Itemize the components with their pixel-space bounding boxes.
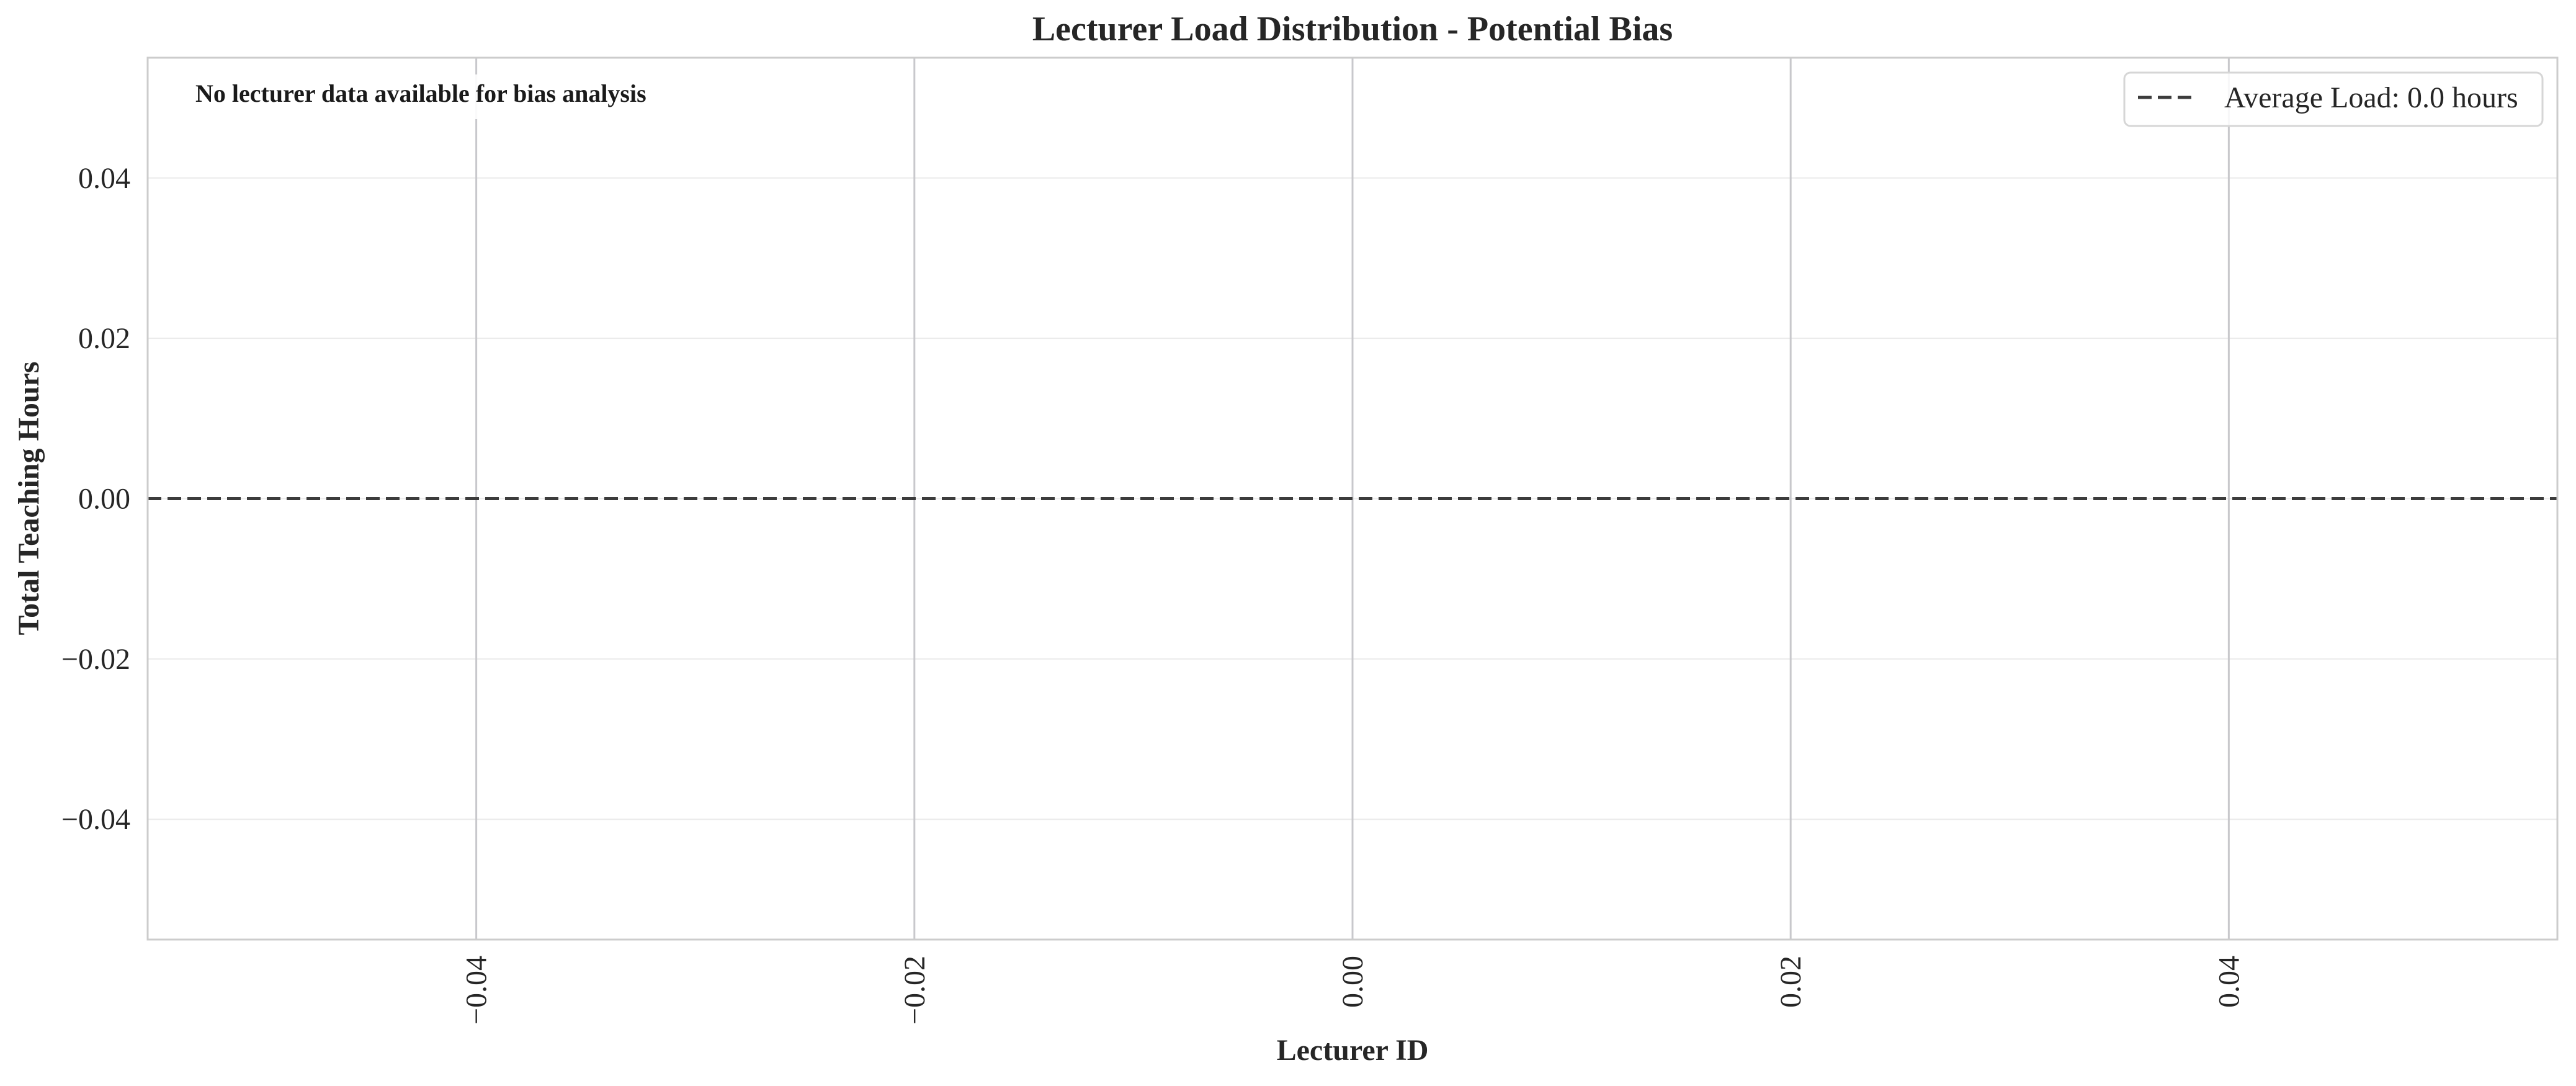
plot-area-frame [146, 56, 2559, 941]
x-axis-label: Lecturer ID [1277, 1034, 1429, 1067]
y-tick-label: 0.00 [78, 483, 130, 516]
y-tick-label: 0.02 [78, 322, 130, 355]
y-tick-label: −0.02 [61, 643, 130, 676]
legend-frame [2123, 71, 2544, 127]
x-tick-label: 0.02 [1774, 956, 1807, 1008]
y-tick-label: 0.04 [78, 162, 130, 195]
legend: Average Load: 0.0 hours [2123, 71, 2544, 127]
annotation-box: No lecturer data available for bias anal… [184, 74, 674, 119]
x-tick-label: −0.04 [460, 956, 493, 1025]
no-data-annotation: No lecturer data available for bias anal… [195, 79, 646, 107]
y-axis-ticks: 0.04 0.02 0.00 −0.02 −0.04 [61, 162, 130, 836]
y-axis-label: Total Teaching Hours [12, 361, 45, 635]
x-tick-label: 0.00 [1336, 956, 1369, 1008]
annotation-background [184, 74, 674, 119]
y-tick-label: −0.04 [61, 803, 130, 836]
x-tick-label: 0.04 [2212, 956, 2245, 1008]
chart-title: Lecturer Load Distribution - Potential B… [1032, 10, 1673, 48]
legend-entry-average-load: Average Load: 0.0 hours [2224, 81, 2518, 114]
x-tick-label: −0.02 [898, 956, 931, 1025]
x-axis-ticks: −0.04 −0.02 0.00 0.02 0.04 [460, 956, 2246, 1025]
